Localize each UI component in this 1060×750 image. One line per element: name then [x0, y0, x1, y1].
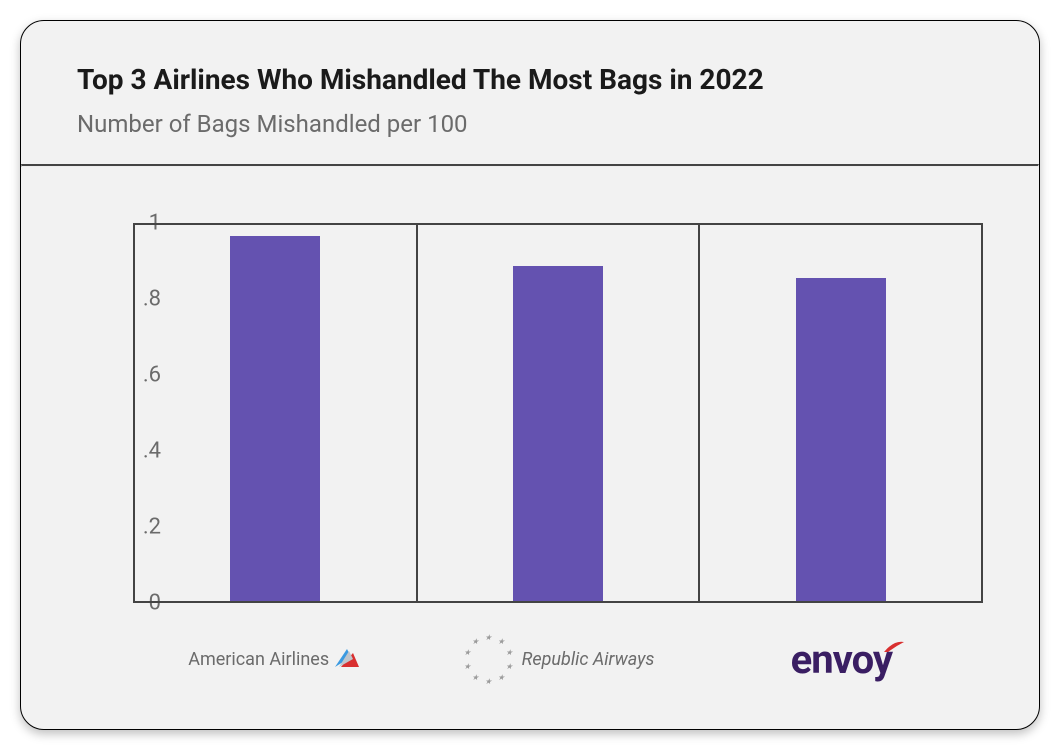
bar — [796, 278, 886, 601]
aa-logo-icon — [333, 647, 361, 671]
x-axis-labels: American Airlines ★★★★★★★★★★Republic Airw… — [133, 629, 983, 689]
chart-plot: 0.2.4.6.81 — [133, 223, 983, 603]
x-category-label: envoy — [700, 629, 983, 689]
bar — [230, 236, 320, 601]
x-category-label: American Airlines — [133, 629, 416, 689]
chart-area: 0.2.4.6.81 American Airlines ★★★★★★★★★★Re… — [21, 167, 1039, 689]
chart-subtitle: Number of Bags Mishandled per 100 — [77, 110, 983, 138]
plot-region — [133, 223, 983, 603]
republic-airways-logo: ★★★★★★★★★★Republic Airways — [462, 632, 655, 686]
chart-cell — [135, 225, 418, 601]
envoy-accent-icon — [884, 640, 904, 654]
chart-cell — [418, 225, 701, 601]
chart-cell — [700, 225, 981, 601]
chart-title: Top 3 Airlines Who Mishandled The Most B… — [77, 63, 983, 96]
header: Top 3 Airlines Who Mishandled The Most B… — [21, 21, 1039, 164]
republic-stars-icon: ★★★★★★★★★★ — [462, 632, 516, 686]
x-category-label: ★★★★★★★★★★Republic Airways — [416, 629, 699, 689]
chart-card: Top 3 Airlines Who Mishandled The Most B… — [20, 20, 1040, 730]
bar — [513, 266, 603, 601]
envoy-logo: envoy — [791, 636, 892, 683]
american-airlines-logo: American Airlines — [188, 647, 361, 671]
